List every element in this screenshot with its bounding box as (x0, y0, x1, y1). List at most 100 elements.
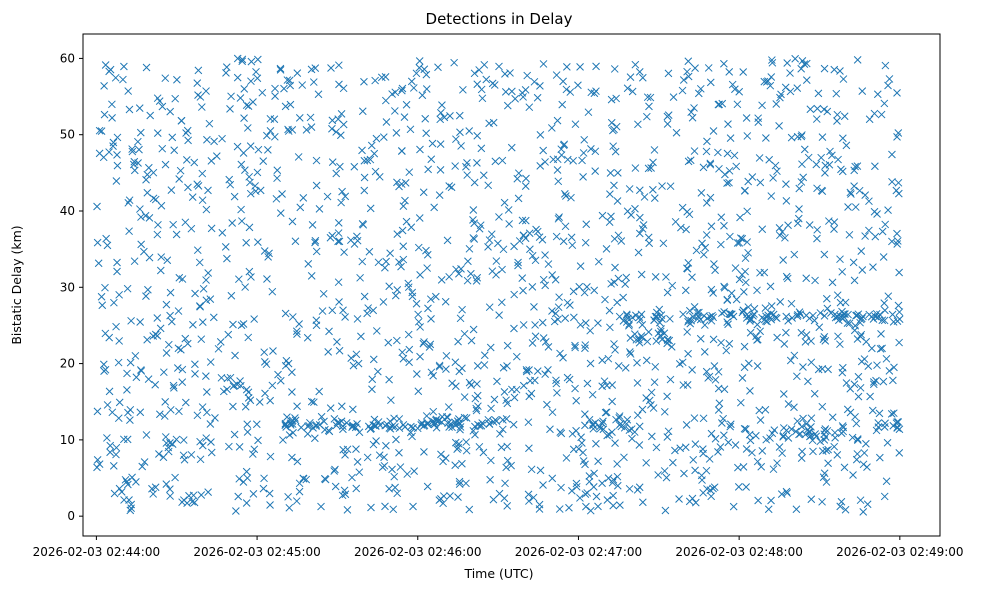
scatter-point (372, 134, 381, 143)
scatter-point (283, 413, 291, 422)
scatter-point (114, 414, 123, 423)
scatter-point (112, 450, 120, 459)
scatter-point (838, 422, 847, 430)
scatter-point (588, 390, 597, 399)
scatter-point (249, 489, 258, 498)
scatter-point (543, 400, 551, 409)
scatter-point (769, 174, 777, 182)
scatter-point (544, 342, 553, 351)
y-tick-label: 0 (67, 509, 75, 523)
scatter-point (425, 343, 434, 351)
scatter-point (182, 129, 190, 137)
scatter-point (610, 65, 619, 73)
scatter-point (490, 81, 499, 89)
scatter-point (232, 507, 240, 515)
scatter-point (175, 273, 184, 282)
scatter-point (436, 166, 445, 174)
scatter-point (790, 250, 799, 259)
scatter-point (568, 241, 577, 250)
scatter-point (451, 461, 460, 470)
scatter-point (665, 336, 674, 345)
scatter-point (293, 330, 301, 338)
scatter-point (218, 134, 226, 143)
scatter-point (148, 484, 156, 493)
scatter-point (465, 244, 474, 253)
scatter-point (514, 169, 523, 178)
scatter-point (818, 365, 827, 373)
scatter-point (291, 237, 300, 246)
scatter-point (371, 76, 379, 85)
scatter-point (631, 164, 640, 172)
scatter-point (478, 419, 487, 427)
scatter-point (820, 426, 829, 435)
scatter-point (808, 436, 817, 445)
scatter-point (456, 423, 465, 431)
scatter-point (207, 224, 216, 233)
scatter-point (284, 127, 293, 135)
scatter-point (652, 443, 661, 452)
scatter-point (455, 269, 463, 278)
scatter-point (802, 59, 811, 68)
scatter-point (563, 373, 572, 382)
scatter-point (799, 363, 807, 371)
scatter-point (334, 218, 343, 227)
scatter-point (619, 293, 628, 302)
scatter-point (561, 222, 570, 231)
scatter-point (585, 415, 594, 424)
scatter-point (312, 321, 321, 330)
scatter-point (589, 483, 598, 491)
scatter-point (637, 310, 646, 319)
scatter-point (486, 343, 495, 352)
scatter-point (137, 240, 146, 249)
scatter-point (736, 213, 744, 222)
scatter-point (533, 93, 542, 102)
scatter-point (776, 231, 784, 240)
scatter-point (328, 231, 337, 240)
scatter-point (767, 309, 775, 318)
scatter-point (787, 425, 796, 433)
scatter-point (823, 304, 832, 313)
scatter-point (416, 352, 424, 361)
scatter-point (539, 146, 548, 155)
scatter-point (857, 330, 866, 339)
scatter-point (522, 367, 531, 376)
scatter-point (273, 174, 281, 183)
scatter-point (230, 430, 239, 439)
scatter-point (588, 420, 597, 429)
scatter-point (784, 317, 793, 325)
scatter-point (781, 233, 789, 242)
scatter-point (479, 448, 488, 457)
scatter-point (285, 503, 294, 512)
scatter-point (758, 225, 767, 234)
scatter-point (869, 315, 878, 323)
scatter-point (742, 425, 750, 433)
y-tick-label: 30 (60, 280, 75, 294)
scatter-point (850, 182, 858, 190)
scatter-point (503, 442, 512, 451)
scatter-point (734, 483, 743, 491)
scatter-point (721, 170, 729, 179)
scatter-point (443, 236, 452, 245)
scatter-point (358, 257, 367, 266)
scatter-point (610, 234, 619, 243)
scatter-point (756, 416, 765, 424)
scatter-point (263, 275, 271, 283)
scatter-point (728, 80, 737, 89)
scatter-point (128, 473, 136, 482)
scatter-point (420, 448, 428, 456)
scatter-point (706, 160, 715, 169)
scatter-point (149, 332, 158, 340)
scatter-point (115, 484, 124, 493)
scatter-point (642, 112, 651, 121)
scatter-point (126, 405, 135, 414)
scatter-point (736, 234, 745, 243)
scatter-point (883, 438, 892, 447)
scatter-point (197, 335, 206, 344)
scatter-point (288, 313, 297, 321)
scatter-point (185, 491, 193, 500)
scatter-point (423, 482, 432, 491)
scatter-point (354, 359, 363, 368)
scatter-point (151, 195, 160, 204)
scatter-point (173, 364, 182, 372)
scatter-point (315, 205, 324, 213)
